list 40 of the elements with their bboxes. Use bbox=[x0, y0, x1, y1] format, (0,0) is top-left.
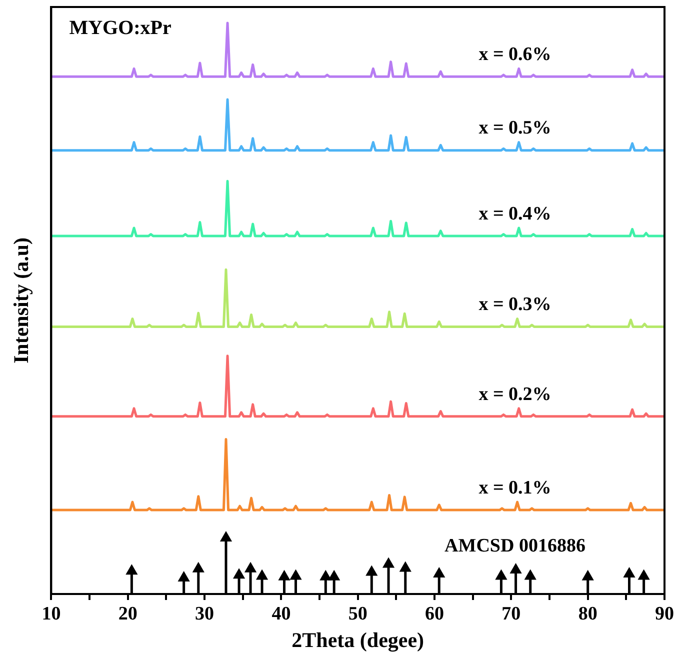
series-label: AMCSD 0016886 bbox=[444, 535, 586, 556]
point bbox=[328, 570, 340, 580]
point bbox=[192, 562, 204, 572]
x-tick-label: 80 bbox=[578, 603, 598, 624]
point bbox=[178, 572, 190, 582]
series-label: x = 0.2% bbox=[478, 384, 552, 405]
point bbox=[382, 558, 394, 568]
point bbox=[320, 570, 332, 580]
point bbox=[582, 570, 594, 580]
point bbox=[638, 570, 650, 580]
x-axis-title: 2Theta (degee) bbox=[292, 628, 424, 652]
y-axis-title: Intensity (a.u) bbox=[9, 237, 34, 364]
point bbox=[524, 570, 536, 580]
series-label: x = 0.5% bbox=[478, 118, 552, 139]
point bbox=[233, 568, 245, 579]
x-tick-label: 30 bbox=[195, 603, 214, 624]
point bbox=[433, 568, 445, 578]
point bbox=[256, 570, 268, 580]
point bbox=[624, 568, 635, 578]
point bbox=[496, 570, 507, 580]
x-tick-label: 70 bbox=[502, 603, 521, 624]
x-tick-label: 60 bbox=[425, 603, 444, 624]
point bbox=[510, 564, 522, 574]
point bbox=[290, 570, 302, 580]
point bbox=[400, 562, 412, 572]
point bbox=[126, 564, 138, 575]
series-label: x = 0.1% bbox=[478, 477, 552, 498]
point bbox=[366, 566, 378, 576]
x-tick-label: 20 bbox=[118, 603, 138, 624]
series-label: x = 0.6% bbox=[478, 44, 552, 66]
x-tick-label: 40 bbox=[272, 603, 291, 624]
x-tick-label: 90 bbox=[655, 603, 674, 624]
series-label: x = 0.4% bbox=[478, 203, 552, 224]
point bbox=[220, 532, 232, 542]
point bbox=[244, 562, 256, 572]
x-tick-label: 10 bbox=[42, 603, 61, 624]
series-label: x = 0.3% bbox=[478, 294, 552, 316]
x-tick-label: 50 bbox=[348, 603, 368, 624]
annotation: MYGO:xPr bbox=[69, 17, 172, 40]
point bbox=[278, 570, 290, 580]
